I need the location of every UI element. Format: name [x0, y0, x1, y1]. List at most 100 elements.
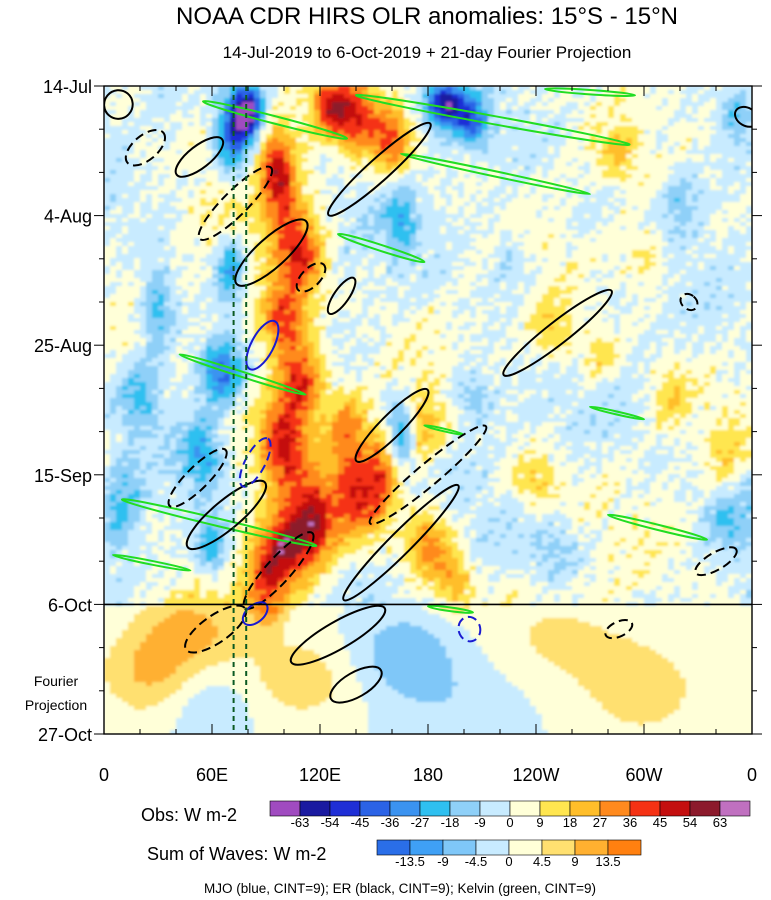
field-cell	[476, 114, 483, 119]
field-cell	[164, 122, 171, 127]
field-cell	[266, 106, 273, 111]
field-cell	[332, 114, 339, 119]
field-cell	[446, 90, 453, 95]
field-cell	[596, 110, 603, 115]
field-cell	[488, 86, 495, 91]
field-cell	[374, 118, 381, 123]
field-cell	[650, 106, 657, 111]
field-cell	[482, 102, 489, 107]
field-cell	[206, 114, 213, 119]
field-cell	[500, 90, 507, 95]
field-cell	[308, 102, 315, 107]
field-cell	[134, 118, 141, 123]
field-cell	[722, 118, 729, 123]
field-cell	[290, 106, 297, 111]
field-cell	[746, 102, 752, 107]
field-cell	[314, 86, 321, 91]
field-cell	[722, 106, 729, 111]
field-cell	[122, 86, 129, 91]
field-cell	[746, 90, 752, 95]
field-cell	[632, 118, 639, 123]
field-cell	[524, 118, 531, 123]
field-cell	[404, 118, 411, 123]
field-cell	[530, 86, 537, 91]
field-cell	[644, 110, 651, 115]
field-cell	[512, 98, 519, 103]
field-cell	[200, 110, 207, 115]
field-cell	[356, 86, 363, 91]
field-cell	[554, 94, 561, 99]
field-cell	[176, 86, 183, 91]
field-cell	[386, 98, 393, 103]
field-cell	[536, 94, 543, 99]
field-cell	[704, 106, 711, 111]
field-cell	[398, 90, 405, 95]
field-cell	[212, 86, 219, 91]
field-cell	[194, 90, 201, 95]
field-cell	[278, 86, 285, 91]
field-cell	[632, 98, 639, 103]
field-cell	[566, 122, 573, 127]
field-cell	[242, 98, 249, 103]
field-cell	[290, 114, 297, 119]
field-cell	[728, 98, 735, 103]
field-cell	[506, 110, 513, 115]
field-cell	[710, 86, 717, 91]
field-cell	[578, 118, 585, 123]
field-cell	[494, 106, 501, 111]
field-cell	[434, 122, 441, 127]
field-cell	[548, 118, 555, 123]
field-cell	[164, 98, 171, 103]
field-cell	[668, 106, 675, 111]
field-cell	[410, 114, 417, 119]
field-cell	[734, 94, 741, 99]
field-cell	[488, 102, 495, 107]
field-cell	[404, 110, 411, 115]
field-cell	[626, 86, 633, 91]
field-cell	[518, 86, 525, 91]
field-cell	[338, 106, 345, 111]
field-cell	[314, 122, 321, 127]
field-cell	[560, 106, 567, 111]
field-cell	[608, 110, 615, 115]
field-cell	[536, 114, 543, 119]
field-cell	[734, 90, 741, 95]
field-cell	[392, 106, 399, 111]
field-cell	[554, 106, 561, 111]
field-cell	[674, 106, 681, 111]
field-cell	[194, 86, 201, 91]
field-cell	[602, 94, 609, 99]
field-cell	[248, 114, 255, 119]
field-cell	[380, 102, 387, 107]
field-cell	[482, 86, 489, 91]
field-cell	[188, 122, 195, 127]
field-cell	[626, 90, 633, 95]
field-cell	[476, 90, 483, 95]
field-cell	[740, 114, 747, 119]
field-cell	[710, 106, 717, 111]
field-cell	[470, 98, 477, 103]
field-cell	[440, 86, 447, 91]
field-cell	[698, 90, 705, 95]
field-cell	[458, 98, 465, 103]
field-cell	[524, 94, 531, 99]
field-cell	[362, 90, 369, 95]
field-cell	[344, 98, 351, 103]
field-cell	[362, 114, 369, 119]
field-cell	[296, 118, 303, 123]
field-cell	[632, 122, 639, 127]
field-cell	[638, 86, 645, 91]
field-cell	[530, 122, 537, 127]
field-cell	[266, 94, 273, 99]
field-cell	[110, 114, 117, 119]
field-cell	[302, 110, 309, 115]
field-cell	[428, 106, 435, 111]
field-cell	[530, 114, 537, 119]
field-cell	[254, 90, 261, 95]
field-cell	[410, 118, 417, 123]
field-cell	[176, 114, 183, 119]
field-cell	[146, 118, 153, 123]
field-cell	[566, 98, 573, 103]
field-cell	[236, 90, 243, 95]
field-cell	[116, 90, 123, 95]
